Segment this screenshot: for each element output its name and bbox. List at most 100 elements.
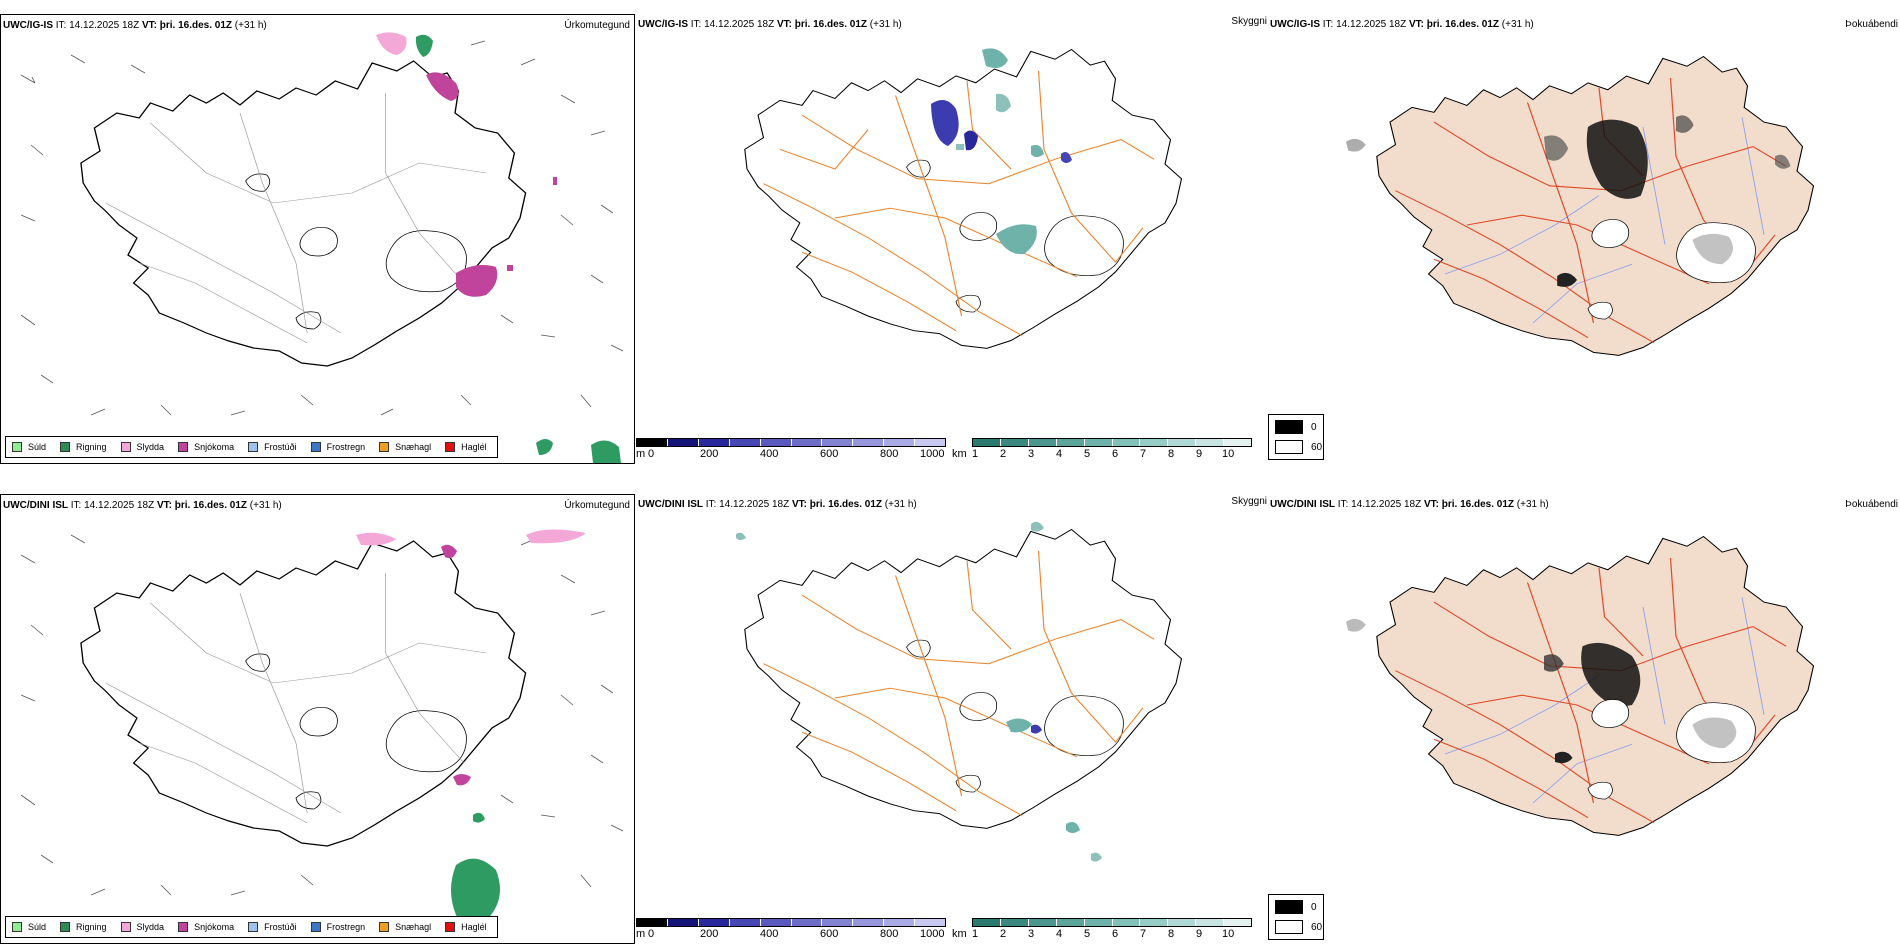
fog-areas [1346,115,1791,320]
precip-type-legend: Súld Rigning Slydda Snjókoma Frostúði Fr… [5,916,498,938]
unit-label: m [636,448,646,460]
tick-label: 5 [1084,448,1091,460]
panel-title: Úrkomutegund [564,20,630,31]
legend-item: Snjókoma [178,442,234,452]
precip-map [20,32,624,463]
visibility-panel-bottom: UWC/DINI ISL IT: 14.12.2025 18Z VT: þri.… [636,494,1270,944]
visibility-panel-top: UWC/IG-IS IT: 14.12.2025 18Z VT: þri. 16… [636,14,1270,464]
legend-item: Slydda [120,922,164,932]
legend-item: Frostregn [310,442,365,452]
tick-label: 0 [648,928,655,940]
visibility-map [736,521,1183,862]
rivers [1444,597,1765,804]
legend-item: Snjókoma [178,922,234,932]
panel-header: UWC/IG-IS IT: 14.12.2025 18Z VT: þri. 16… [638,19,902,30]
tick-label: 7 [1140,448,1147,460]
tick-label: 1 [972,928,979,940]
tick-label: 6 [1112,928,1119,940]
visibility-m-colorbar: m 0 200 400 600 800 1000 [636,438,946,462]
panel-title: Þokuábendi [1845,499,1898,510]
legend-item: Frostúði [248,922,297,932]
tick-label: 10 [1222,448,1235,460]
tick-label: 9 [1196,928,1203,940]
colorbar-strip [972,438,1252,447]
tick-label: 400 [760,928,779,940]
panel-header: UWC/IG-IS IT: 14.12.2025 18Z VT: þri. 16… [1270,19,1534,30]
tick-label: 1000 [920,448,945,460]
tick-label: 5 [1084,928,1091,940]
legend-item: Haglél [445,922,487,932]
tick-label: 7 [1140,928,1147,940]
precip-map [20,529,624,925]
tick-label: 3 [1028,448,1035,460]
rivers [1444,117,1765,324]
wind-barbs [20,534,624,896]
tick-label: 2 [1000,928,1007,940]
fog-index-panel-top: UWC/IG-IS IT: 14.12.2025 18Z VT: þri. 16… [1268,14,1900,464]
tick-label: 200 [700,928,719,940]
fog-legend-item: 60 [1275,920,1322,934]
tick-label: 4 [1056,928,1063,940]
visibility-areas [931,48,1072,255]
legend-item: Snæhagl [379,442,431,452]
legend-item: Snæhagl [379,922,431,932]
precip-type-panel-bottom: UWC/DINI ISL IT: 14.12.2025 18Z VT: þri.… [0,494,635,944]
visibility-m-colorbar: m 0 200 400 600 800 1000 [636,918,946,942]
tick-label: 4 [1056,448,1063,460]
tick-label: 8 [1168,448,1175,460]
precip-type-legend: Súld Rigning Slydda Snjókoma Frostúði Fr… [5,436,498,458]
fog-legend: 0 60 [1268,894,1324,940]
fog-legend: 0 60 [1268,414,1324,460]
panel-header: UWC/DINI ISL IT: 14.12.2025 18Z VT: þri.… [1270,499,1549,510]
fog-legend-item: 0 [1275,900,1317,914]
tick-label: 1000 [920,928,945,940]
tick-label: 10 [1222,928,1235,940]
tick-label: 400 [760,448,779,460]
tick-label: 6 [1112,448,1119,460]
colorbar-strip [636,438,946,447]
tick-label: 600 [820,448,839,460]
roads [763,70,1155,337]
precip-type-panel-top: UWC/IG-IS IT: 14.12.2025 18Z VT: þri. 16… [0,14,635,464]
visibility-map [744,48,1183,349]
tick-label: 0 [648,448,655,460]
unit-label: km [952,448,967,460]
legend-item: Frostregn [310,922,365,932]
colorbar-strip [972,918,1252,927]
tick-label: 2 [1000,448,1007,460]
legend-item: Súld [12,442,46,452]
legend-item: Frostúði [248,442,297,452]
tick-label: 800 [880,928,899,940]
colorbar-strip [636,918,946,927]
visibility-km-colorbar: km 1 2 3 4 5 6 7 8 9 10 [952,918,1252,942]
fog-index-panel-bottom: UWC/DINI ISL IT: 14.12.2025 18Z VT: þri.… [1268,494,1900,944]
panel-title: Skyggni [1231,16,1267,27]
fog-legend-item: 0 [1275,420,1317,434]
precip-areas [356,529,586,925]
wind-barbs [20,40,624,416]
panel-title: Skyggni [1231,496,1267,507]
panel-header: UWC/DINI ISL IT: 14.12.2025 18Z VT: þri.… [3,500,282,511]
tick-label: 200 [700,448,719,460]
legend-item: Rigning [60,442,107,452]
tick-label: 3 [1028,928,1035,940]
roads-grey [105,573,487,824]
visibility-km-colorbar: km 1 2 3 4 5 6 7 8 9 10 [952,438,1252,462]
fog-legend-item: 60 [1275,440,1322,454]
tick-label: 9 [1196,448,1203,460]
legend-item: Súld [12,922,46,932]
unit-label: m [636,928,646,940]
tick-label: 800 [880,448,899,460]
panel-title: Þokuábendi [1845,19,1898,30]
unit-label: km [952,928,967,940]
legend-item: Slydda [120,442,164,452]
fog-index-map [1346,55,1815,356]
panel-title: Úrkomutegund [564,500,630,511]
panel-header: UWC/IG-IS IT: 14.12.2025 18Z VT: þri. 16… [3,20,267,31]
legend-item: Rigning [60,922,107,932]
fog-index-map [1346,535,1815,836]
precip-areas [376,32,621,463]
tick-label: 600 [820,928,839,940]
tick-label: 8 [1168,928,1175,940]
visibility-areas [736,521,1102,862]
